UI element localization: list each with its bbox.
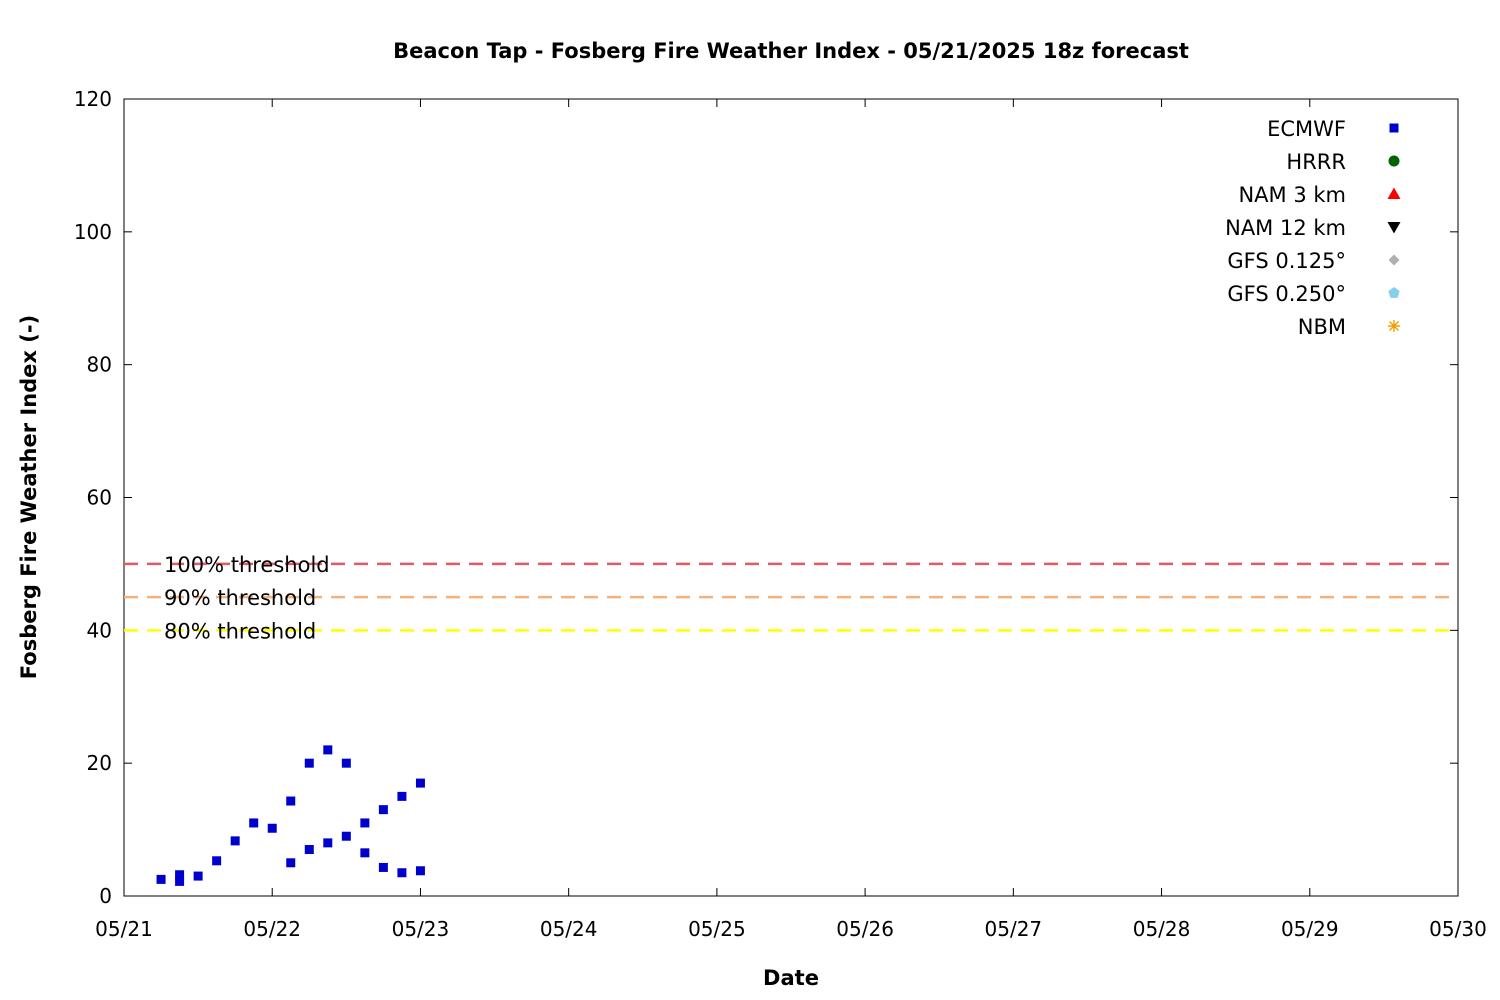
data-points xyxy=(156,745,425,886)
data-point-ecmwf xyxy=(230,836,240,846)
y-tick-label: 60 xyxy=(87,486,112,510)
legend-marker xyxy=(1387,187,1401,199)
x-tick-label: 05/30 xyxy=(1429,917,1487,941)
legend-marker xyxy=(1388,287,1400,298)
y-tick-label: 0 xyxy=(99,884,112,908)
data-point-ecmwf xyxy=(267,823,277,833)
y-tick-label: 20 xyxy=(87,751,112,775)
legend-marker xyxy=(1388,254,1400,266)
x-tick-label: 05/24 xyxy=(540,917,598,941)
data-point-ecmwf xyxy=(397,791,407,801)
y-tick-label: 120 xyxy=(74,87,112,111)
data-point-ecmwf xyxy=(212,856,222,866)
data-point-ecmwf xyxy=(341,831,351,841)
data-point-ecmwf xyxy=(304,758,314,768)
legend-marker xyxy=(1389,123,1399,133)
data-point-ecmwf xyxy=(323,838,333,848)
threshold-lines: 100% threshold 90% threshold 80% threshold xyxy=(124,553,1458,643)
data-point-ecmwf xyxy=(341,758,351,768)
x-tick-label: 05/22 xyxy=(243,917,301,941)
y-tick-label: 100 xyxy=(74,220,112,244)
data-point-ecmwf xyxy=(193,871,203,881)
data-point-ecmwf xyxy=(175,870,185,880)
legend-label: NBM xyxy=(1298,315,1346,339)
x-tick-label: 05/21 xyxy=(95,917,153,941)
x-tick-label: 05/28 xyxy=(1133,917,1191,941)
chart-title: Beacon Tap - Fosberg Fire Weather Index … xyxy=(393,39,1189,63)
data-point-ecmwf xyxy=(304,845,314,855)
data-point-ecmwf xyxy=(378,805,388,815)
axis-ticks: 0 20 40 60 80 100 120 05/21 05/22 05/23 05/24 05/25… xyxy=(74,87,1487,941)
x-tick-label: 05/26 xyxy=(836,917,894,941)
data-point-ecmwf xyxy=(360,818,370,828)
data-point-ecmwf xyxy=(286,858,296,868)
x-tick-label: 05/29 xyxy=(1281,917,1339,941)
x-axis-label: Date xyxy=(763,966,819,990)
data-point-ecmwf xyxy=(415,866,425,876)
threshold-label: 80% threshold xyxy=(164,619,316,643)
data-point-ecmwf xyxy=(378,862,388,872)
chart-legend: ECMWF HRRR NAM 3 km NAM 12 km GFS 0.125° GFS … xyxy=(1225,117,1401,339)
data-point-ecmwf xyxy=(397,868,407,878)
legend-marker xyxy=(1387,222,1401,234)
x-tick-label: 05/23 xyxy=(392,917,450,941)
data-point-ecmwf xyxy=(286,796,296,806)
legend-marker xyxy=(1388,320,1400,332)
legend-label: NAM 3 km xyxy=(1238,183,1346,207)
data-point-ecmwf xyxy=(156,874,166,884)
legend-label: HRRR xyxy=(1286,150,1346,174)
data-point-ecmwf xyxy=(175,876,185,886)
x-tick-label: 05/27 xyxy=(985,917,1043,941)
legend-label: NAM 12 km xyxy=(1225,216,1346,240)
x-tick-label: 05/25 xyxy=(688,917,746,941)
legend-label: ECMWF xyxy=(1267,117,1346,141)
threshold-label: 90% threshold xyxy=(164,586,316,610)
data-point-ecmwf xyxy=(360,848,370,858)
y-axis-label: Fosberg Fire Weather Index (-) xyxy=(17,315,41,679)
legend-label: GFS 0.125° xyxy=(1227,249,1346,273)
legend-marker xyxy=(1388,155,1400,167)
data-point-ecmwf xyxy=(323,745,333,755)
legend-label: GFS 0.250° xyxy=(1227,282,1346,306)
threshold-label: 100% threshold xyxy=(164,553,330,577)
data-point-ecmwf xyxy=(415,778,425,788)
y-tick-label: 80 xyxy=(87,353,112,377)
data-point-ecmwf xyxy=(249,818,259,828)
y-tick-label: 40 xyxy=(87,618,112,642)
